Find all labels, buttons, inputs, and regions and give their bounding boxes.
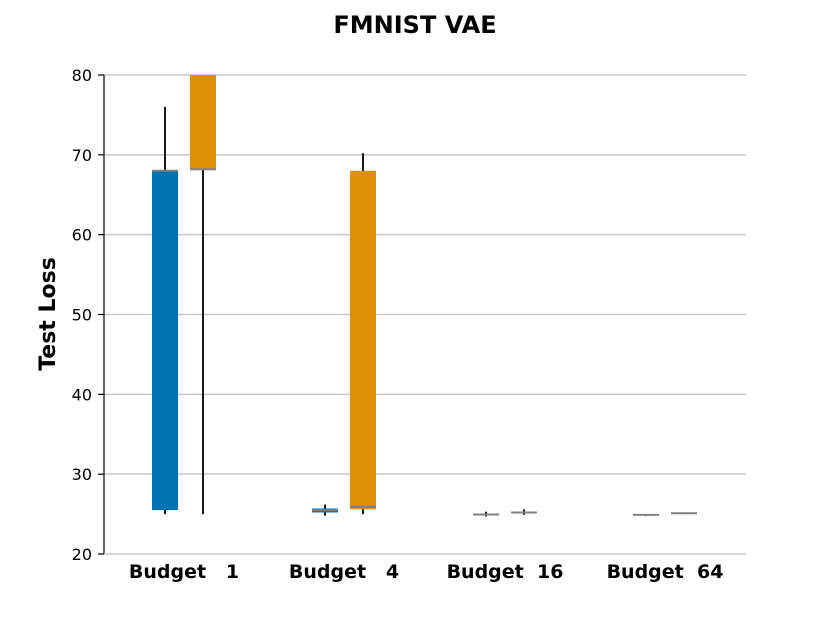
y-tick-labels: 20 30 40 50 60 70 80: [72, 66, 104, 564]
box-series0-group1: [312, 504, 338, 516]
box-series0-group0: [152, 106, 178, 515]
box-series1-group2: [511, 509, 537, 515]
x-tick-label: Budget 64: [607, 561, 724, 583]
x-tick-label: Budget 1: [129, 561, 239, 583]
y-axis-label: Test Loss: [36, 257, 61, 371]
box-series0-group2: [473, 511, 499, 517]
box-series0-group3: [633, 513, 659, 517]
x-tick-labels: Budget 1 Budget 4 Budget 16 Budget 64: [129, 561, 724, 583]
box-series1-group1: [350, 153, 376, 515]
y-tick-label: 80: [72, 66, 92, 85]
box-iqr: [350, 170, 376, 510]
x-tick-label: Budget 16: [447, 561, 564, 583]
x-tick-label: Budget 4: [289, 561, 399, 583]
y-tick-label: 30: [72, 465, 92, 484]
y-tick-label: 50: [72, 306, 92, 325]
box-iqr: [190, 75, 216, 170]
y-tick-label: 70: [72, 146, 92, 165]
box-series1-group0: [190, 75, 216, 515]
boxes: [152, 75, 697, 517]
y-tick-label: 20: [72, 545, 92, 564]
box-series1-group3: [671, 512, 697, 515]
box-iqr: [152, 170, 178, 511]
y-tick-label: 40: [72, 385, 92, 404]
y-tick-label: 60: [72, 226, 92, 245]
chart-title: FMNIST VAE: [333, 11, 496, 39]
